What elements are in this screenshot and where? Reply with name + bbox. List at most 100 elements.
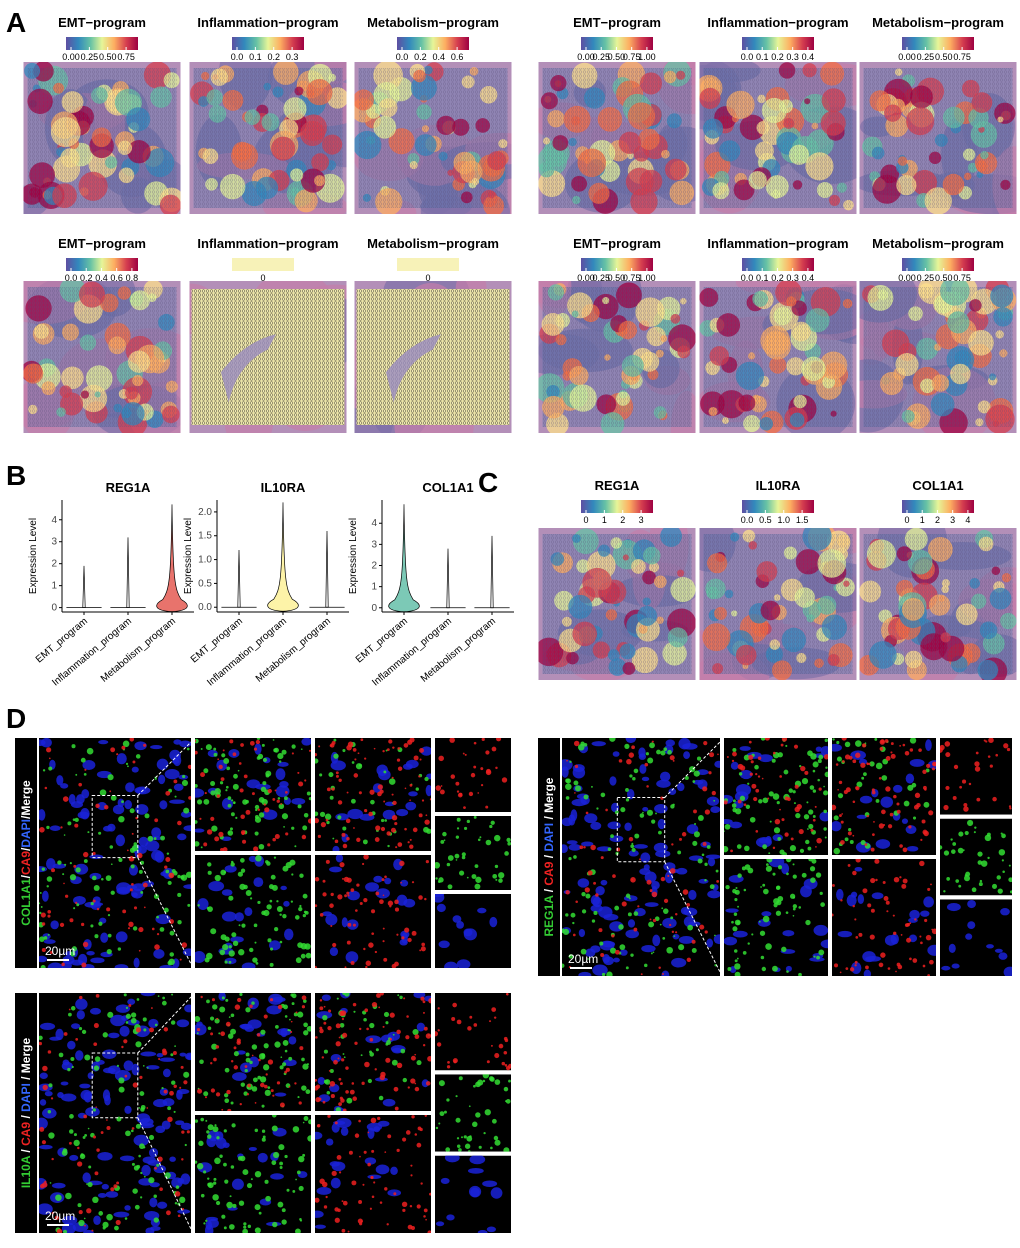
red-signal — [396, 758, 401, 762]
green-signal — [207, 906, 213, 912]
red-signal — [649, 918, 652, 921]
nucleus — [768, 859, 785, 868]
colorbar-tick-label: 0.50 — [608, 273, 626, 283]
red-signal — [425, 1081, 431, 1086]
green-signal — [62, 1229, 68, 1233]
green-signal — [634, 833, 640, 839]
nucleus — [331, 1161, 346, 1172]
red-signal — [353, 827, 355, 829]
green-signal — [251, 1086, 258, 1092]
red-signal — [854, 964, 857, 967]
nucleus — [180, 810, 191, 818]
green-signal — [323, 1049, 328, 1054]
spot-grid — [703, 287, 853, 427]
green-signal — [326, 820, 330, 825]
nucleus — [612, 751, 620, 757]
red-signal — [323, 1205, 328, 1209]
green-signal — [245, 799, 249, 804]
green-signal — [269, 962, 274, 967]
green-signal — [973, 831, 976, 834]
red-signal — [400, 881, 402, 884]
nucleus — [405, 801, 417, 811]
green-signal — [259, 1076, 267, 1083]
green-signal — [785, 859, 792, 863]
red-signal — [373, 1181, 376, 1184]
green-signal — [132, 926, 138, 931]
green-signal — [200, 1117, 205, 1122]
nucleus — [241, 962, 256, 968]
green-signal — [758, 920, 761, 923]
green-signal — [823, 827, 827, 831]
green-signal — [210, 928, 217, 935]
green-signal — [760, 886, 762, 888]
red-signal — [404, 927, 410, 933]
nucleus — [365, 882, 380, 892]
green-signal — [262, 781, 267, 786]
red-signal — [338, 1171, 342, 1174]
green-signal — [300, 953, 306, 959]
green-signal — [991, 883, 998, 889]
colorbar-tick-label: 0.3 — [786, 273, 799, 283]
nucleus — [665, 739, 676, 747]
spatial-map — [538, 62, 696, 214]
y-tick-label: 1.5 — [198, 531, 212, 542]
x-tick-label: Inflammation_program — [370, 616, 454, 689]
green-signal — [70, 1056, 75, 1061]
green-signal — [195, 784, 198, 788]
green-signal — [237, 871, 243, 877]
scale-bar-label: 20µm — [45, 1209, 75, 1223]
nucleus — [150, 745, 163, 750]
green-signal — [86, 1183, 88, 1185]
green-signal — [224, 1179, 229, 1184]
spot-grid — [27, 287, 177, 427]
nucleus — [230, 936, 244, 943]
green-signal — [565, 796, 570, 800]
red-signal — [574, 764, 579, 769]
red-signal — [425, 1218, 427, 1221]
green-signal — [760, 738, 766, 741]
green-signal — [775, 910, 782, 916]
red-signal — [154, 944, 160, 950]
red-signal — [188, 796, 191, 800]
green-signal — [182, 774, 186, 779]
red-signal — [63, 882, 65, 885]
green-signal — [805, 919, 811, 926]
nucleus — [832, 743, 842, 752]
nucleus — [656, 779, 671, 788]
red-signal — [94, 1171, 99, 1176]
nucleus — [336, 1117, 352, 1128]
red-signal — [247, 1083, 251, 1088]
image-background — [940, 899, 1012, 976]
green-signal — [232, 940, 239, 946]
red-signal — [419, 758, 422, 761]
red-signal — [503, 1050, 508, 1055]
nucleus — [609, 776, 617, 786]
y-tick-label: 0.5 — [198, 578, 212, 589]
red-signal — [260, 1082, 265, 1088]
red-signal — [352, 747, 357, 752]
green-signal — [303, 1022, 308, 1028]
red-signal — [628, 752, 635, 758]
green-signal — [200, 747, 203, 750]
green-signal — [739, 795, 746, 802]
red-signal — [370, 1117, 377, 1124]
green-signal — [159, 927, 165, 932]
nucleus — [706, 796, 720, 806]
green-signal — [255, 855, 262, 862]
green-signal — [242, 1169, 249, 1176]
nucleus — [390, 1166, 398, 1175]
green-signal — [255, 961, 259, 965]
nucleus — [221, 836, 232, 842]
nucleus — [221, 889, 233, 896]
green-signal — [270, 947, 274, 951]
red-signal — [60, 826, 63, 829]
red-signal — [669, 868, 676, 874]
green-signal — [306, 791, 311, 796]
map-title: Inflammation−program — [707, 15, 848, 30]
green-signal — [253, 923, 258, 928]
green-signal — [469, 1135, 472, 1138]
green-signal — [670, 916, 674, 920]
green-signal — [222, 944, 229, 951]
nucleus — [820, 746, 828, 756]
green-signal — [754, 764, 759, 770]
